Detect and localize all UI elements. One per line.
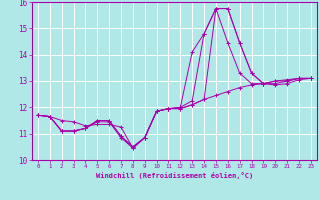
X-axis label: Windchill (Refroidissement éolien,°C): Windchill (Refroidissement éolien,°C) [96,172,253,179]
